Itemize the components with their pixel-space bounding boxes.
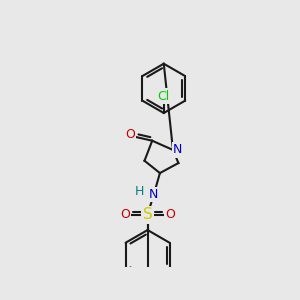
- Text: O: O: [165, 208, 175, 221]
- Text: Cl: Cl: [158, 90, 170, 103]
- Text: S: S: [143, 207, 152, 222]
- Text: O: O: [125, 128, 135, 141]
- Text: O: O: [120, 208, 130, 221]
- Text: N: N: [149, 188, 158, 201]
- Text: N: N: [173, 143, 182, 157]
- Text: H: H: [135, 185, 145, 198]
